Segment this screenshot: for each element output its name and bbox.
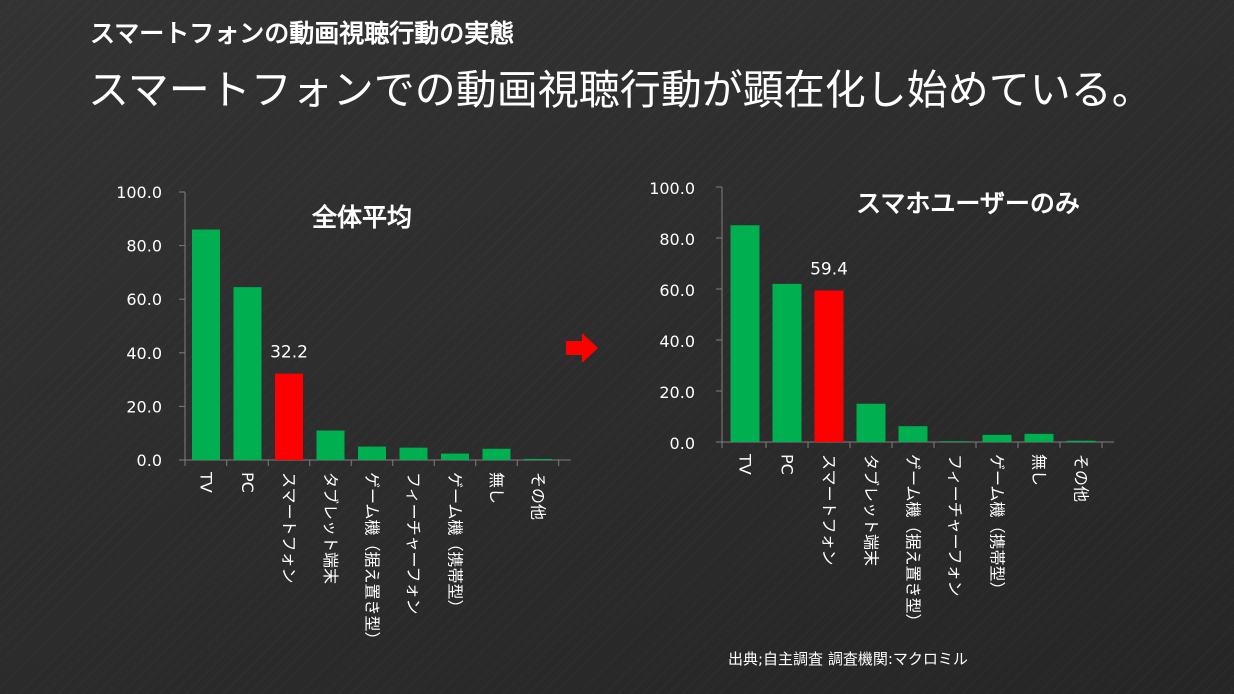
y-tick-label: 40.0 [659,332,695,351]
y-tick-label: 40.0 [126,344,162,363]
slide-headline: スマートフォンでの動画視聴行動が顕在化し始めている。 [88,66,1153,114]
bar-4 [316,430,345,460]
category-label: スマートフォン [280,472,299,584]
bar-5 [358,446,386,460]
bar-2 [233,287,262,460]
category-label: PC [238,472,257,493]
category-label: フィーチャーフォン [946,454,965,597]
source-note: 出典;自主調査 調査機関:マクロミル [728,650,968,668]
y-tick-label: 80.0 [659,230,695,249]
category-label: TV [736,453,755,475]
bar-1 [730,225,760,442]
y-tick-label: 60.0 [659,281,695,300]
category-label: スマートフォン [820,454,839,566]
y-tick-label: 60.0 [126,290,162,309]
category-label: PC [778,454,797,475]
y-tick-label: 0.0 [670,434,695,453]
category-label: TV [197,471,216,493]
bar-9 [1066,440,1096,442]
category-label: 無し [487,472,506,504]
data-label: 32.2 [270,343,308,363]
bar-7 [982,434,1012,442]
y-tick-label: 80.0 [126,237,162,256]
chart-smartphone-users: スマホユーザーのみ 0.0 20.0 40.0 60.0 80.0 100.0 59.4 TV P… [649,179,1114,630]
bar-9 [524,458,552,460]
bar-7 [441,453,469,460]
bar-8 [482,448,511,460]
bar-3 [814,290,844,442]
category-label: 無し [1030,454,1049,486]
category-label: ゲーム機（携帯型） [446,472,465,616]
category-label: その他 [1072,454,1091,502]
bar-5 [898,426,928,442]
bar-1 [192,229,220,460]
category-label: フィーチャーフォン [404,472,423,615]
category-label: ゲーム機（携帯型） [988,454,1007,598]
right-arrow-icon [566,333,598,363]
bar-3 [275,373,303,460]
y-tick-label: 0.0 [137,451,162,470]
y-tick-label: 20.0 [659,383,695,402]
slide-subtitle: スマートフォンの動画視聴行動の実態 [90,19,515,48]
category-label: タブレット端末 [862,454,881,566]
y-tick-label: 20.0 [126,397,162,416]
category-label: ゲーム機（据え置き型） [363,472,382,648]
category-label: ゲーム機（据え置き型） [904,454,923,630]
y-tick-label: 100.0 [649,179,695,198]
bar-6 [399,447,428,460]
y-tick-label: 100.0 [116,183,162,202]
chart-title: スマホユーザーのみ [856,189,1080,218]
chart-overall: 全体平均 0.0 20.0 40.0 60.0 80.0 100.0 32.2 TV PC スマート… [116,183,571,648]
category-label: その他 [529,472,548,520]
chart-title: 全体平均 [311,203,412,232]
bar-4 [856,403,886,442]
data-label: 59.4 [810,260,848,280]
bar-2 [772,283,802,442]
bar-6 [940,441,970,442]
category-label: タブレット端末 [321,472,340,584]
bar-8 [1024,433,1054,442]
